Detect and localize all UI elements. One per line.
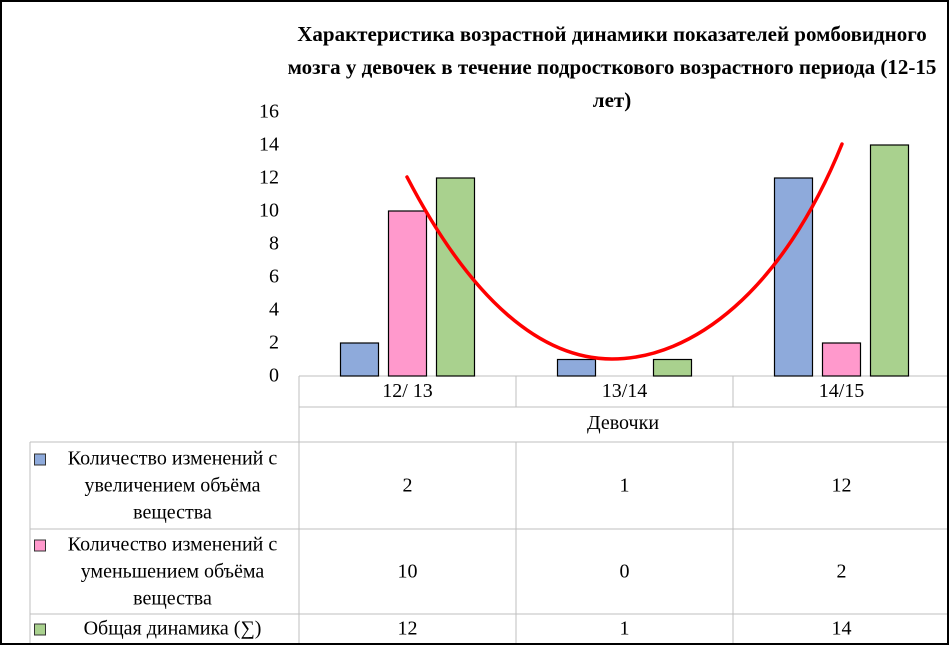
- table-value: 12: [831, 474, 852, 496]
- table-value: 2: [836, 560, 847, 582]
- y-tick-label: 12: [259, 166, 279, 189]
- y-tick-label: 16: [259, 100, 279, 123]
- y-tick-label: 10: [259, 199, 279, 222]
- bar: [652, 358, 693, 377]
- y-tick-label: 4: [269, 298, 279, 321]
- bar: [435, 177, 476, 377]
- legend-item: Количество изменений с увеличением объём…: [32, 445, 297, 526]
- y-tick-label: 8: [269, 232, 279, 255]
- y-tick-label: 6: [269, 265, 279, 288]
- x-axis-label: Девочки: [586, 412, 660, 434]
- table-value: 0: [619, 560, 630, 582]
- table-value: 1: [619, 474, 630, 496]
- bar: [339, 342, 380, 377]
- bar: [556, 358, 597, 377]
- table-value: 14: [831, 617, 852, 639]
- x-tick-label: 12/ 13: [382, 380, 433, 402]
- x-tick-label: 13/14: [601, 380, 648, 402]
- legend-item: Количество изменений с уменьшением объём…: [32, 531, 297, 612]
- bar: [869, 144, 910, 377]
- x-tick-label: 14/15: [818, 380, 865, 402]
- bar: [773, 177, 814, 377]
- table-value: 2: [402, 474, 413, 496]
- trend-curve: [405, 142, 844, 361]
- bar: [821, 342, 862, 377]
- y-tick-label: 0: [269, 364, 279, 387]
- bar: [387, 210, 428, 377]
- table-value: 10: [397, 560, 418, 582]
- legend-label: Количество изменений с увеличением объём…: [67, 447, 278, 523]
- legend-label: Количество изменений с уменьшением объём…: [67, 533, 278, 609]
- bars: [339, 144, 910, 377]
- legend-label: Общая динамика (∑): [83, 617, 262, 639]
- legend-swatch: [34, 539, 46, 551]
- y-tick-label: 2: [269, 331, 279, 354]
- table-value: 1: [619, 617, 630, 639]
- y-tick-label: 14: [259, 133, 279, 156]
- legend-item: Общая динамика (∑): [32, 615, 297, 642]
- legend-swatch: [34, 453, 46, 465]
- chart-title: Характеристика возрастной динамики показ…: [287, 22, 937, 112]
- legend-swatch: [34, 623, 46, 635]
- table-value: 12: [397, 617, 418, 639]
